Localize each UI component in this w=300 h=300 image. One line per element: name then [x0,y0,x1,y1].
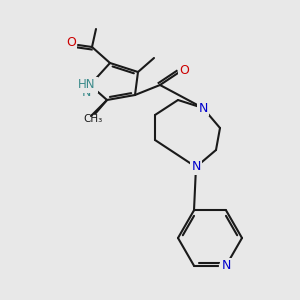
Text: N: N [221,259,231,272]
Text: O: O [66,35,76,49]
Text: H: H [82,79,90,92]
Text: N: N [191,160,201,173]
Text: O: O [179,64,189,77]
Text: CH₃: CH₃ [83,114,103,124]
Text: HN: HN [78,79,96,92]
Text: N: N [81,86,91,100]
Text: N: N [198,101,208,115]
Text: N: N [221,259,231,272]
